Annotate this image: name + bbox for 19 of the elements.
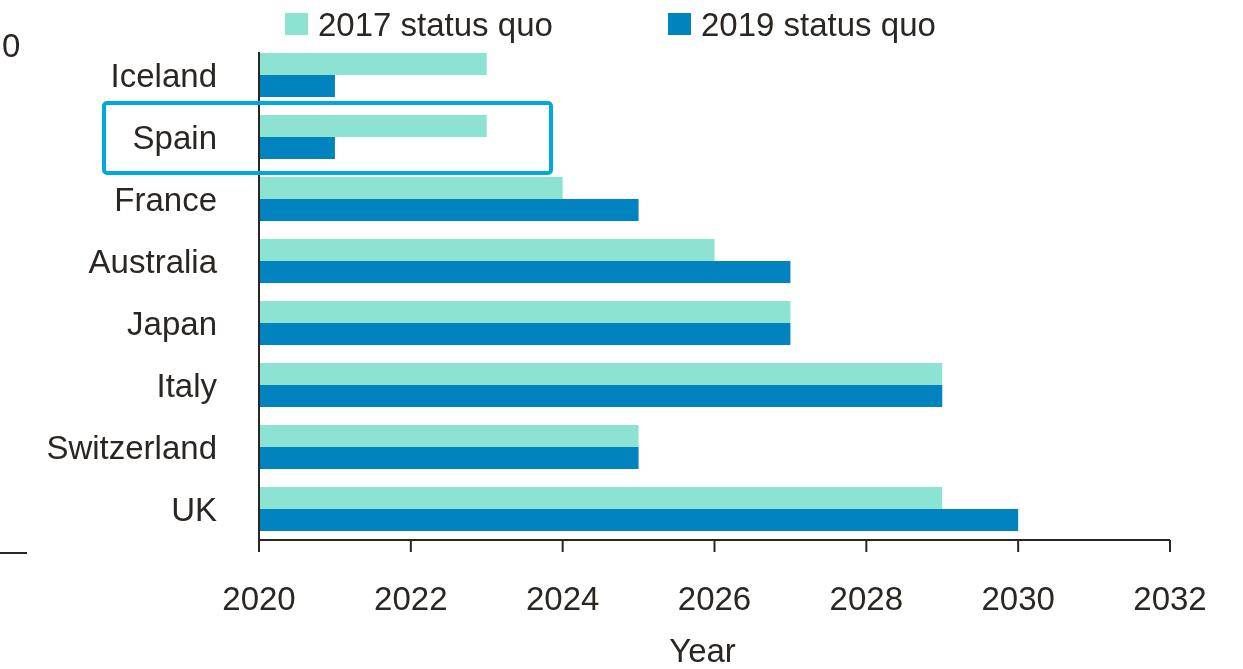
x-tick-label: 2030	[981, 580, 1055, 617]
y-tick-label: Australia	[88, 242, 218, 280]
x-axis-title: Year	[669, 632, 736, 669]
y-tick-label: Switzerland	[46, 428, 217, 466]
x-tick-label: 2032	[1133, 580, 1207, 617]
legend-label: 2019 status quo	[701, 5, 936, 43]
x-tick-label: 2020	[222, 580, 296, 617]
y-tick-label: Spain	[132, 118, 217, 156]
y-tick-label: Japan	[127, 304, 217, 342]
x-tick-label: 2026	[677, 580, 752, 617]
x-tick-label: 2028	[829, 580, 904, 617]
text: 0	[2, 27, 21, 64]
y-tick-label: Italy	[156, 366, 218, 404]
x-tick-label: 2022	[374, 580, 448, 617]
y-tick-label: UK	[171, 490, 217, 528]
y-tick-label: France	[114, 180, 217, 218]
x-tick-label: 2024	[525, 580, 600, 617]
y-tick-label: Iceland	[110, 56, 217, 94]
legend-label: 2017 status quo	[318, 5, 553, 43]
